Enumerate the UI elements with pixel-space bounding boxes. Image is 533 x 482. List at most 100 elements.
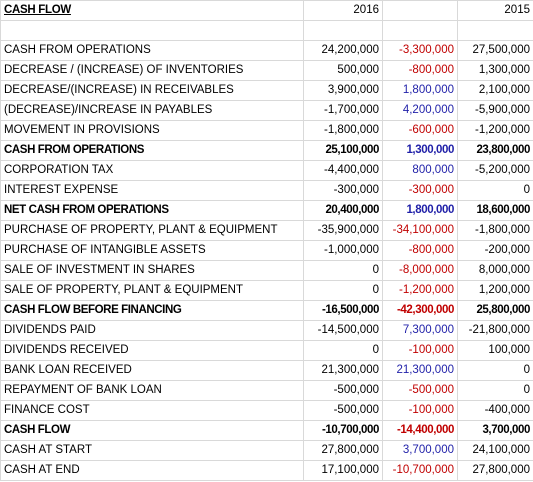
empty-cell bbox=[457, 20, 533, 41]
value-2015: 0 bbox=[457, 360, 533, 381]
row-label: CASH AT END bbox=[0, 460, 304, 481]
value-2016: -500,000 bbox=[303, 400, 383, 421]
data-row: NET CASH FROM OPERATIONS 20,400,000 1,800,… bbox=[0, 200, 533, 221]
data-row: CASH AT END 17,100,000 -10,700,000 27,800,0… bbox=[0, 460, 533, 481]
change-value: 7,300,000 bbox=[382, 320, 458, 341]
year-header: 2016 bbox=[303, 0, 383, 21]
data-row: CASH FROM OPERATIONS 25,100,000 1,300,000 2… bbox=[0, 140, 533, 161]
value-2016: 24,200,000 bbox=[303, 40, 383, 61]
change-value: -14,400,000 bbox=[382, 420, 458, 441]
row-label: SALE OF INVESTMENT IN SHARES bbox=[0, 260, 304, 281]
value-2015: 27,800,000 bbox=[457, 460, 533, 481]
change-value: -3,300,000 bbox=[382, 40, 458, 61]
empty-cell bbox=[382, 0, 458, 21]
row-label: PURCHASE OF INTANGIBLE ASSETS bbox=[0, 240, 304, 261]
value-2015: 3,700,000 bbox=[457, 420, 533, 441]
value-2015: 1,300,000 bbox=[457, 60, 533, 81]
change-value: 4,200,000 bbox=[382, 100, 458, 121]
row-label: DIVIDENDS RECEIVED bbox=[0, 340, 304, 361]
data-row: CASH FLOW BEFORE FINANCING -16,500,000 -42… bbox=[0, 300, 533, 321]
row-label: PURCHASE OF PROPERTY, PLANT & EQUIPMENT bbox=[0, 220, 304, 241]
sheet-title: CASH FLOW bbox=[0, 0, 304, 21]
row-label: REPAYMENT OF BANK LOAN bbox=[0, 380, 304, 401]
row-label: CASH FLOW BEFORE FINANCING bbox=[0, 300, 304, 321]
value-2016: 25,100,000 bbox=[303, 140, 383, 161]
data-row: REPAYMENT OF BANK LOAN -500,000 -500,000 0 bbox=[0, 380, 533, 401]
row-label: CASH AT START bbox=[0, 440, 304, 461]
value-2015: 0 bbox=[457, 380, 533, 401]
change-value: -10,700,000 bbox=[382, 460, 458, 481]
value-2015: 25,800,000 bbox=[457, 300, 533, 321]
change-value: -8,000,000 bbox=[382, 260, 458, 281]
change-value: -500,000 bbox=[382, 380, 458, 401]
value-2015: 8,000,000 bbox=[457, 260, 533, 281]
value-2015: 0 bbox=[457, 180, 533, 201]
value-2015: 27,500,000 bbox=[457, 40, 533, 61]
value-2016: -10,700,000 bbox=[303, 420, 383, 441]
value-2015: -21,800,000 bbox=[457, 320, 533, 341]
value-2015: 23,800,000 bbox=[457, 140, 533, 161]
data-row: CORPORATION TAX -4,400,000 800,000 -5,200,0… bbox=[0, 160, 533, 181]
data-row: PURCHASE OF PROPERTY, PLANT & EQUIPMENT -… bbox=[0, 220, 533, 241]
change-value: -600,000 bbox=[382, 120, 458, 141]
change-value: 21,300,000 bbox=[382, 360, 458, 381]
row-label: CORPORATION TAX bbox=[0, 160, 304, 181]
data-row: PURCHASE OF INTANGIBLE ASSETS -1,000,000 -… bbox=[0, 240, 533, 261]
data-row: FINANCE COST -500,000 -100,000 -400,000 bbox=[0, 400, 533, 421]
value-2016: 3,900,000 bbox=[303, 80, 383, 101]
row-label: CASH FROM OPERATIONS bbox=[0, 140, 304, 161]
value-2015: 24,100,000 bbox=[457, 440, 533, 461]
value-2016: -1,000,000 bbox=[303, 240, 383, 261]
data-row: MOVEMENT IN PROVISIONS -1,800,000 -600,000… bbox=[0, 120, 533, 141]
value-2015: 18,600,000 bbox=[457, 200, 533, 221]
value-2016: -4,400,000 bbox=[303, 160, 383, 181]
empty-cell bbox=[303, 20, 383, 41]
row-label: INTEREST EXPENSE bbox=[0, 180, 304, 201]
data-row: SALE OF PROPERTY, PLANT & EQUIPMENT 0 -1,2… bbox=[0, 280, 533, 301]
data-row: CASH FROM OPERATIONS 24,200,000 -3,300,000… bbox=[0, 40, 533, 61]
value-2016: 21,300,000 bbox=[303, 360, 383, 381]
value-2016: 500,000 bbox=[303, 60, 383, 81]
change-value: -300,000 bbox=[382, 180, 458, 201]
row-label: DECREASE/(INCREASE) IN RECEIVABLES bbox=[0, 80, 304, 101]
value-2015: 100,000 bbox=[457, 340, 533, 361]
value-2016: -300,000 bbox=[303, 180, 383, 201]
value-2016: -1,700,000 bbox=[303, 100, 383, 121]
data-row: BANK LOAN RECEIVED 21,300,000 21,300,000 0 bbox=[0, 360, 533, 381]
change-value: 1,800,000 bbox=[382, 80, 458, 101]
change-value: 3,700,000 bbox=[382, 440, 458, 461]
value-2015: -5,900,000 bbox=[457, 100, 533, 121]
data-row: CASH FLOW -10,700,000 -14,400,000 3,700,000 bbox=[0, 420, 533, 441]
value-2015: -5,200,000 bbox=[457, 160, 533, 181]
value-2016: -1,800,000 bbox=[303, 120, 383, 141]
row-label: DIVIDENDS PAID bbox=[0, 320, 304, 341]
empty-cell bbox=[0, 20, 304, 41]
value-2016: 0 bbox=[303, 340, 383, 361]
row-label: BANK LOAN RECEIVED bbox=[0, 360, 304, 381]
data-row: DIVIDENDS RECEIVED 0 -100,000 100,000 bbox=[0, 340, 533, 361]
row-label: CASH FLOW bbox=[0, 420, 304, 441]
year-header: 2015 bbox=[457, 0, 533, 21]
header-row: CASH FLOW 2016 2015 bbox=[0, 0, 533, 21]
value-2015: -200,000 bbox=[457, 240, 533, 261]
row-label: (DECREASE)/INCREASE IN PAYABLES bbox=[0, 100, 304, 121]
data-row: DECREASE / (INCREASE) OF INVENTORIES 500,… bbox=[0, 60, 533, 81]
value-2016: 0 bbox=[303, 260, 383, 281]
value-2015: 2,100,000 bbox=[457, 80, 533, 101]
data-row: DIVIDENDS PAID -14,500,000 7,300,000 -21,80… bbox=[0, 320, 533, 341]
row-label: CASH FROM OPERATIONS bbox=[0, 40, 304, 61]
data-row: SALE OF INVESTMENT IN SHARES 0 -8,000,000 8… bbox=[0, 260, 533, 281]
value-2015: 1,200,000 bbox=[457, 280, 533, 301]
change-value: -34,100,000 bbox=[382, 220, 458, 241]
row-label: DECREASE / (INCREASE) OF INVENTORIES bbox=[0, 60, 304, 81]
value-2016: 0 bbox=[303, 280, 383, 301]
change-value: -800,000 bbox=[382, 60, 458, 81]
row-label: NET CASH FROM OPERATIONS bbox=[0, 200, 304, 221]
value-2015: -1,800,000 bbox=[457, 220, 533, 241]
value-2016: 27,800,000 bbox=[303, 440, 383, 461]
value-2015: -400,000 bbox=[457, 400, 533, 421]
data-row: INTEREST EXPENSE -300,000 -300,000 0 bbox=[0, 180, 533, 201]
